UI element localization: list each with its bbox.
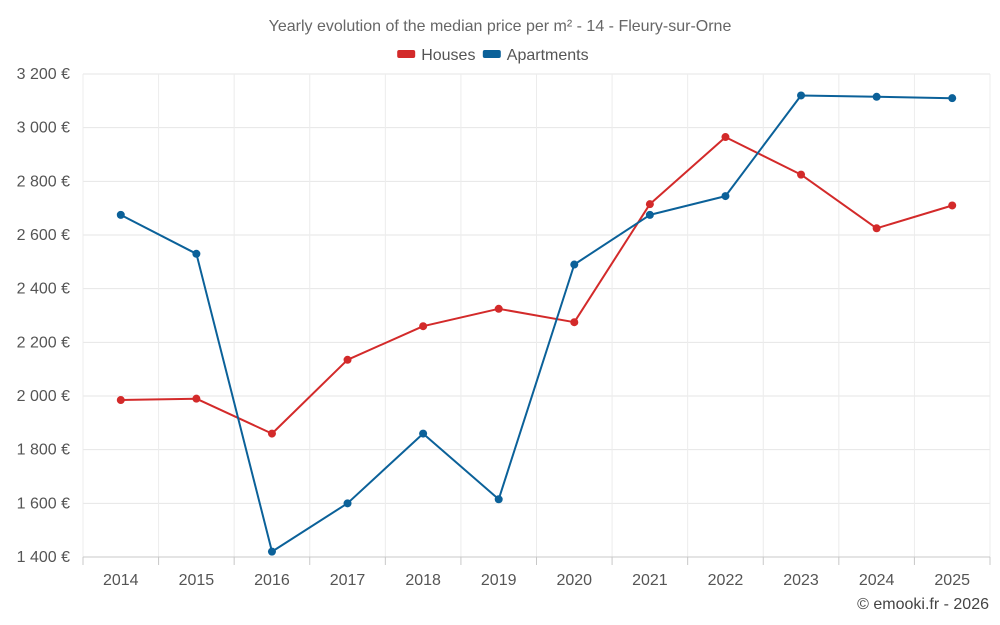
series-line-houses bbox=[120, 136, 953, 435]
data-point-apartments-2017 bbox=[343, 499, 352, 508]
data-point-apartments-2022 bbox=[721, 192, 730, 201]
data-point-apartments-2014 bbox=[116, 210, 125, 219]
legend: Houses Apartments bbox=[397, 47, 589, 64]
x-tick-label: 2014 bbox=[103, 572, 139, 589]
y-tick-label: 3 000 € bbox=[17, 120, 70, 137]
x-tick-label: 2021 bbox=[632, 572, 668, 589]
x-tick-label: 2015 bbox=[179, 572, 215, 589]
x-tick-label: 2025 bbox=[934, 572, 970, 589]
data-point-apartments-2019 bbox=[494, 495, 503, 504]
y-tick-label: 1 600 € bbox=[17, 495, 70, 512]
axes: 1 400 € 1 600 € 1 800 € 2 000 € 2 200 € 2 400… bbox=[17, 66, 991, 589]
data-point-apartments-2018 bbox=[419, 429, 428, 438]
legend-label: Houses bbox=[421, 47, 475, 64]
y-tick-label: 1 400 € bbox=[17, 549, 70, 566]
x-tick-label: 2024 bbox=[859, 572, 895, 589]
y-tick-label: 2 200 € bbox=[17, 334, 70, 351]
x-tick-label: 2019 bbox=[481, 572, 517, 589]
data-point-houses-2025 bbox=[948, 201, 957, 210]
x-tick-label: 2016 bbox=[254, 572, 290, 589]
y-tick-label: 1 800 € bbox=[17, 442, 70, 459]
series-line-apartments bbox=[120, 94, 953, 553]
data-point-apartments-2015 bbox=[192, 249, 201, 258]
data-point-houses-2022 bbox=[721, 133, 730, 142]
x-tick-label: 2022 bbox=[708, 572, 744, 589]
data-point-apartments-2024 bbox=[872, 92, 881, 101]
x-tick-label: 2017 bbox=[330, 572, 366, 589]
data-point-apartments-2020 bbox=[570, 260, 579, 269]
data-point-apartments-2025 bbox=[948, 94, 957, 103]
data-point-houses-2017 bbox=[343, 355, 352, 364]
y-tick-label: 2 600 € bbox=[17, 227, 70, 244]
data-point-apartments-2016 bbox=[267, 547, 276, 556]
legend-item-apartments: Apartments bbox=[482, 47, 589, 64]
data-point-houses-2021 bbox=[645, 200, 654, 209]
series-houses bbox=[116, 133, 957, 438]
y-tick-label: 3 200 € bbox=[17, 66, 70, 83]
data-point-houses-2020 bbox=[570, 318, 579, 327]
data-point-apartments-2023 bbox=[797, 91, 806, 100]
credit-text: © emooki.fr - 2026 bbox=[857, 596, 989, 613]
x-tick-label: 2020 bbox=[556, 572, 592, 589]
y-tick-label: 2 800 € bbox=[17, 173, 70, 190]
series-layer bbox=[116, 91, 957, 556]
data-point-houses-2018 bbox=[419, 322, 428, 331]
data-point-houses-2014 bbox=[116, 396, 125, 405]
x-tick-label: 2023 bbox=[783, 572, 819, 589]
data-point-apartments-2021 bbox=[645, 210, 654, 219]
chart-title: Yearly evolution of the median price per… bbox=[269, 18, 732, 35]
data-point-houses-2016 bbox=[267, 429, 276, 438]
x-tick-label: 2018 bbox=[405, 572, 441, 589]
y-tick-label: 2 000 € bbox=[17, 388, 70, 405]
legend-swatch bbox=[482, 50, 501, 58]
legend-label: Apartments bbox=[507, 47, 589, 64]
data-point-houses-2024 bbox=[872, 224, 881, 233]
data-point-houses-2015 bbox=[192, 394, 201, 403]
series-apartments bbox=[116, 91, 957, 556]
grid bbox=[82, 73, 991, 558]
y-tick-label: 2 400 € bbox=[17, 281, 70, 298]
legend-item-houses: Houses bbox=[397, 47, 475, 64]
legend-swatch bbox=[397, 50, 416, 58]
data-point-houses-2019 bbox=[494, 304, 503, 313]
data-point-houses-2023 bbox=[797, 170, 806, 179]
